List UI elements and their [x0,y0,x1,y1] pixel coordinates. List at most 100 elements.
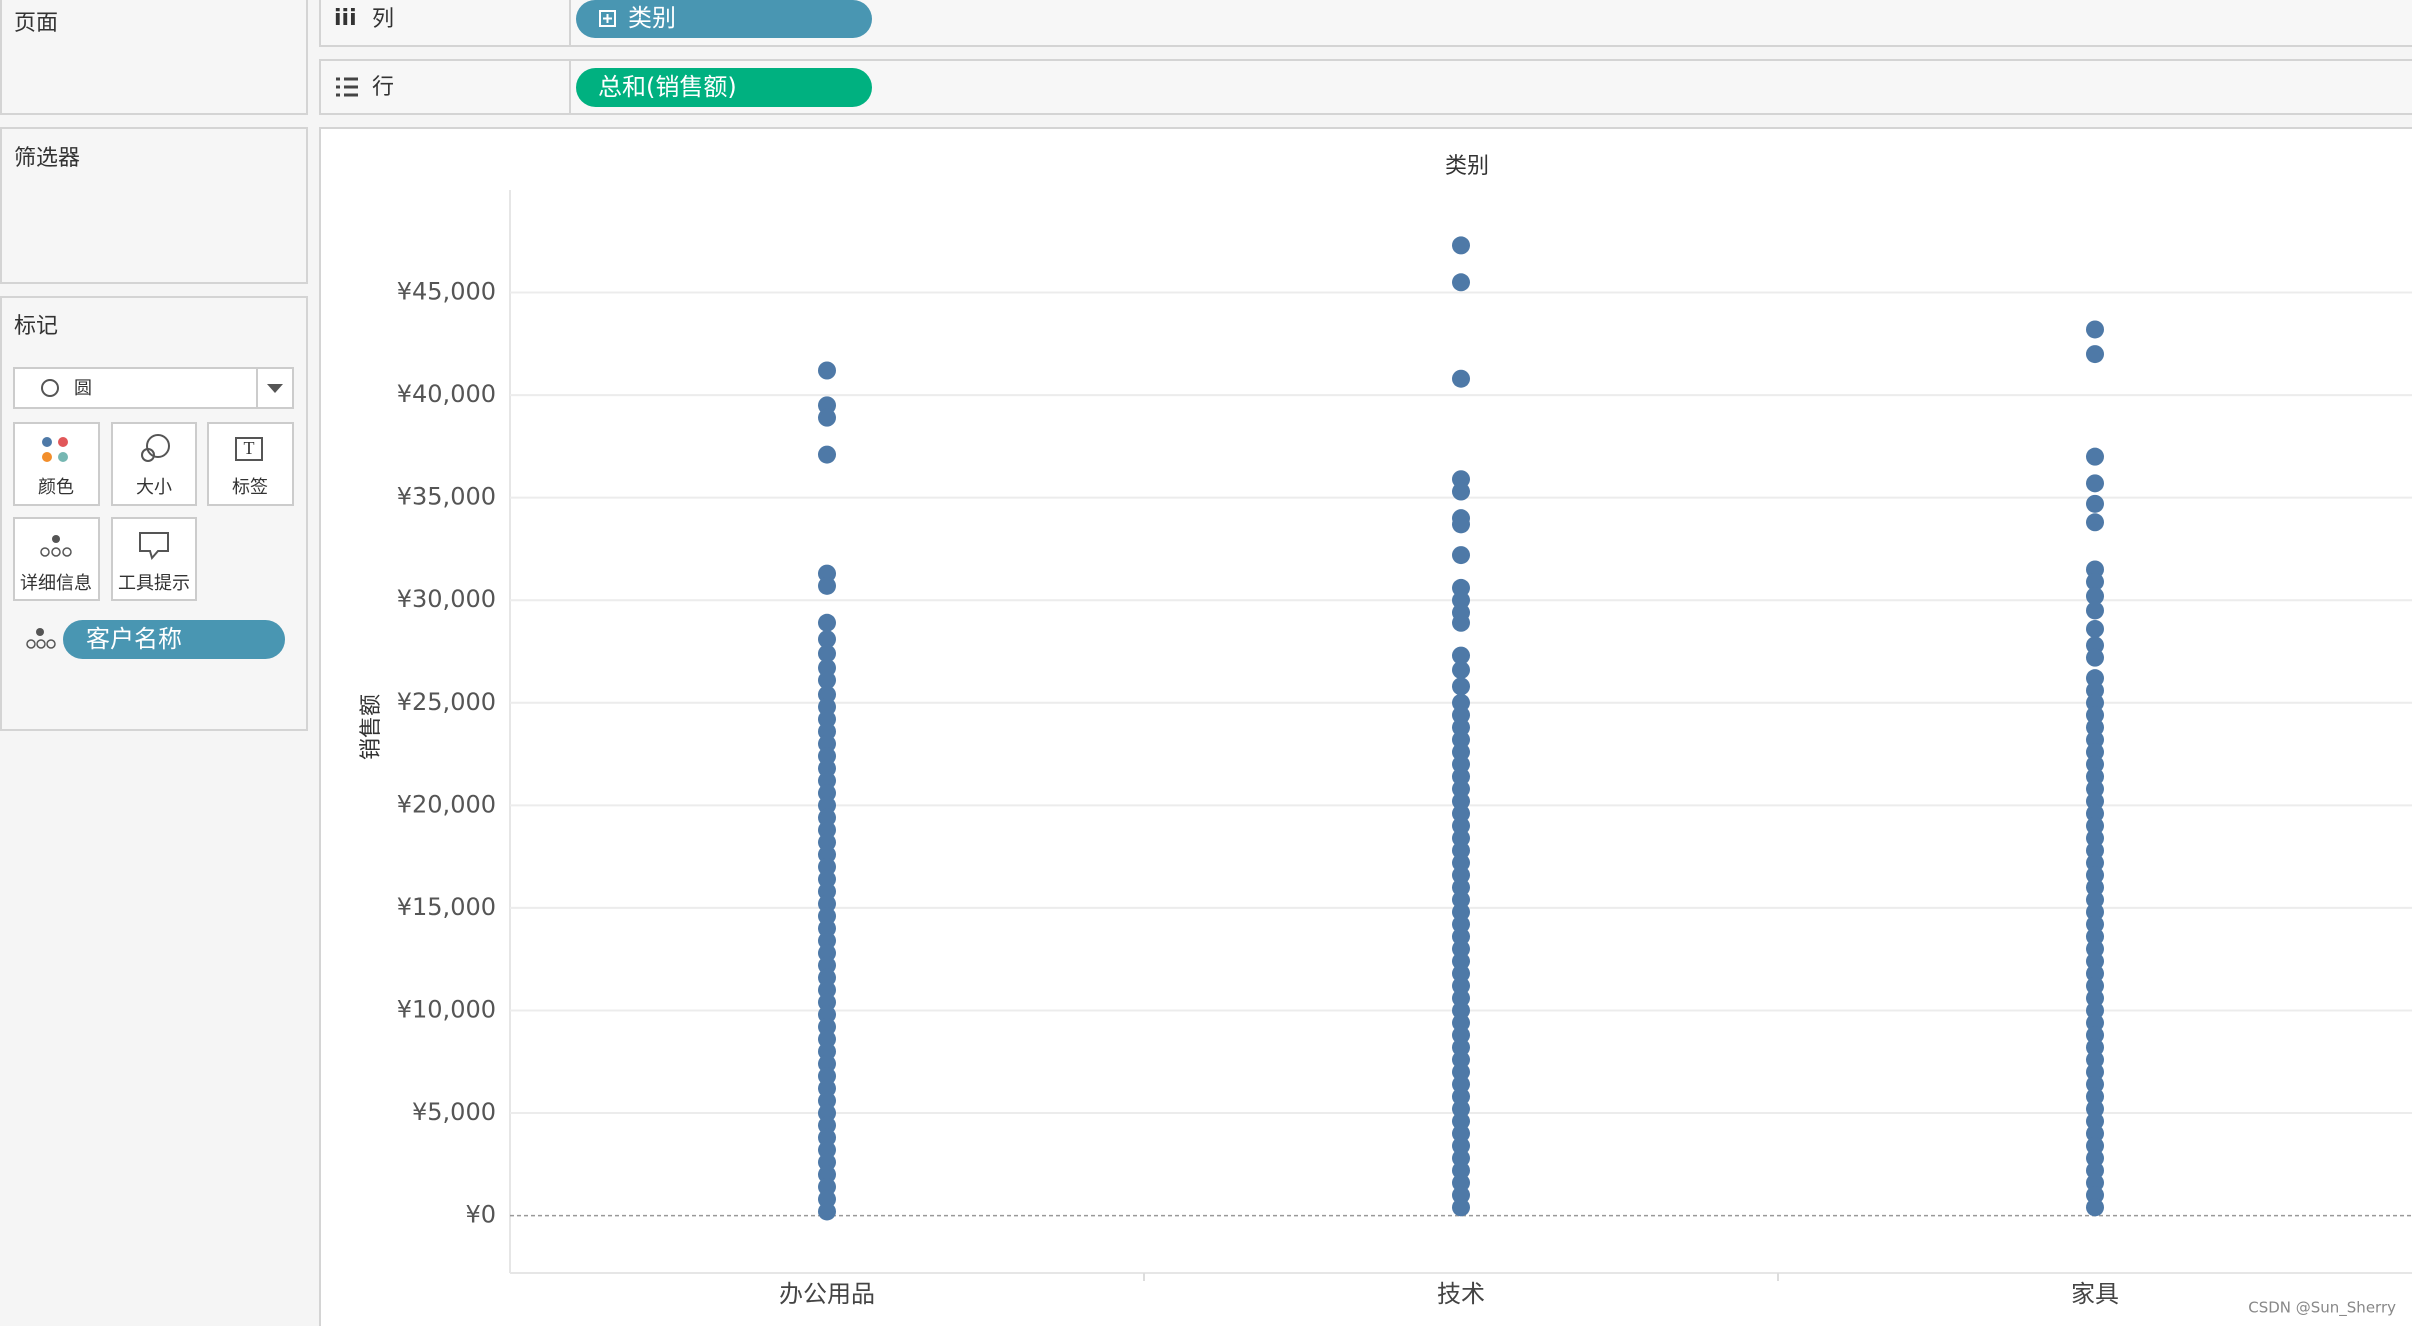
icon [139,532,169,561]
dot [2086,866,2104,885]
dot [818,1067,836,1086]
tooltip-button[interactable] [111,517,197,601]
button-label: 标签 [232,477,268,498]
dot [2086,587,2104,606]
dot [2086,964,2104,983]
dot [818,784,836,803]
detail-pill[interactable] [63,620,285,659]
x-tick-label: 技术 [1437,1280,1485,1308]
mark-type-dropdown[interactable] [13,367,294,409]
dot [818,907,836,926]
expand-icon [603,14,612,23]
dot [2086,767,2104,786]
dot [2086,915,2104,934]
dot [2086,1161,2104,1180]
watermark: CSDN @Sun_Sherry [2248,1299,2396,1318]
dot [818,1177,836,1196]
detail-button[interactable] [13,517,100,601]
dot [818,968,836,987]
dot [818,576,836,595]
dot [2086,730,2104,749]
button-label: 颜色 [38,477,74,498]
dot [2086,636,2104,655]
dot [1452,1001,1470,1020]
dot [1452,989,1470,1008]
y-tick-label: ¥40,000 [397,380,496,408]
dot [1452,952,1470,971]
dot [2086,474,2104,493]
y-tick-label: ¥35,000 [397,483,496,511]
y-tick-label: ¥0 [465,1201,496,1229]
dot [1452,816,1470,835]
chart-title: 类别 [1445,154,1489,179]
dot [2086,1112,2104,1131]
dot [818,759,836,778]
rows-icon [336,77,358,97]
icon [42,437,52,447]
dot [818,1017,836,1036]
dot [818,685,836,704]
dot [1452,829,1470,848]
dot [1452,660,1470,679]
button-label: 详细信息 [20,573,92,594]
dot [818,820,836,839]
dot [818,1079,836,1098]
dot [1452,1198,1470,1217]
button-label: 大小 [136,477,172,498]
dot [2086,1149,2104,1168]
dot [818,1165,836,1184]
marks-pane [0,296,308,731]
dot [818,1091,836,1110]
expand-icon [599,10,616,27]
dot [2086,853,2104,872]
dot [2086,989,2104,1008]
columns-pill[interactable] [576,0,872,38]
dot [818,710,836,729]
dot [2086,1050,2104,1069]
dot [818,734,836,753]
color-button[interactable] [13,422,100,506]
dot [1452,903,1470,921]
mark-type: 圆 [74,378,92,399]
dot [1452,1112,1470,1131]
dot [1452,1149,1470,1168]
filters-pane[interactable] [0,127,308,284]
rows-pill[interactable] [576,68,872,107]
dot [2086,648,2104,667]
dot [1452,470,1470,489]
icon [141,448,155,462]
dot [2086,572,2104,591]
dot [2086,878,2104,897]
dot [1452,1038,1470,1057]
dot [2086,1013,2104,1032]
dot [818,1190,836,1209]
dot [1452,591,1470,610]
dot [818,613,836,632]
dot [818,857,836,876]
rows-label: 行 [372,75,394,100]
dot [818,671,836,690]
label-button[interactable] [207,422,294,506]
dot [1452,1087,1470,1106]
dot [818,870,836,889]
dot [818,644,836,663]
dot [2086,601,2104,620]
dot [1452,1161,1470,1180]
dot [818,1153,836,1172]
detail-icon [46,639,56,649]
dot [818,396,836,415]
dot [2086,1124,2104,1143]
dot [818,747,836,766]
dot [2086,779,2104,798]
dot [1452,693,1470,712]
dot [1452,1136,1470,1155]
dot [1452,890,1470,909]
dot [2086,939,2104,958]
dot [1452,767,1470,786]
icon [146,434,170,458]
dot [818,408,836,427]
dot [2086,1186,2104,1205]
pages-pane [0,0,308,115]
dot [1452,1026,1470,1045]
